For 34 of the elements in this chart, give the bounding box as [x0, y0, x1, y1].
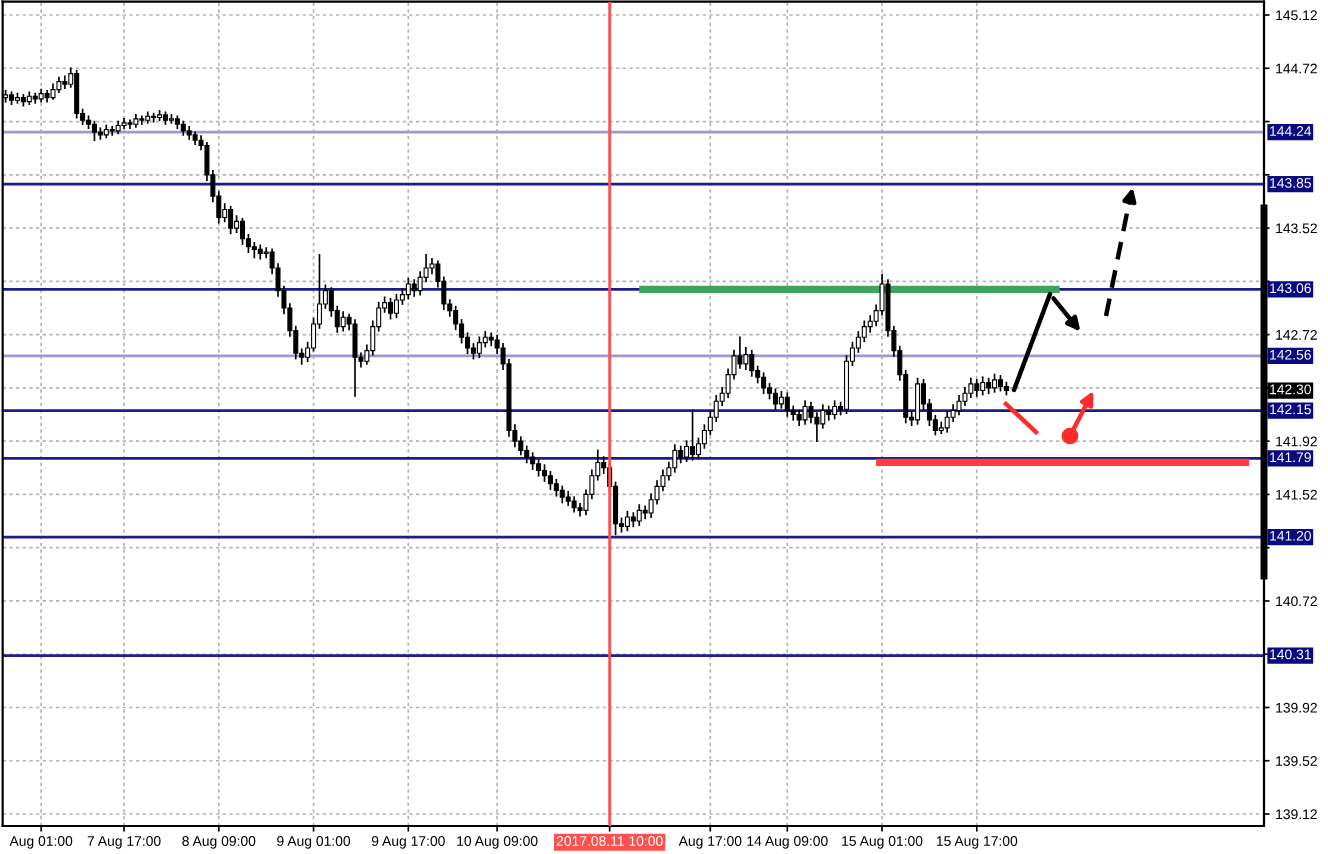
candlestick [228, 205, 234, 235]
candlestick [761, 372, 767, 395]
candlestick [956, 395, 962, 416]
candlestick [251, 241, 257, 259]
candlestick [784, 392, 790, 417]
candlestick [74, 70, 80, 119]
candlestick [624, 510, 630, 532]
candlestick [968, 377, 974, 399]
candlestick [62, 75, 68, 90]
candlestick [257, 244, 263, 260]
candlestick [737, 336, 743, 369]
candlestick [405, 277, 411, 300]
candlestick [915, 377, 921, 425]
candlestick [944, 411, 950, 433]
candlestick [109, 126, 115, 136]
candlestick [642, 505, 648, 520]
candlestick [802, 400, 808, 425]
candlestick [772, 388, 778, 411]
candlestick [488, 332, 494, 347]
candlestick [352, 319, 358, 397]
candlestick [749, 349, 755, 377]
candlestick [826, 405, 832, 421]
candlestick [690, 409, 696, 461]
candlestick [388, 297, 394, 320]
candlestick [476, 336, 482, 359]
candlestick [91, 120, 97, 142]
candlestick [340, 311, 346, 332]
candlestick [393, 293, 399, 319]
candlestick [672, 444, 678, 473]
candlestick [127, 119, 133, 130]
candlestick [636, 504, 642, 526]
candlestick [139, 115, 145, 126]
candlestick [577, 502, 583, 517]
candlestick [239, 217, 245, 245]
